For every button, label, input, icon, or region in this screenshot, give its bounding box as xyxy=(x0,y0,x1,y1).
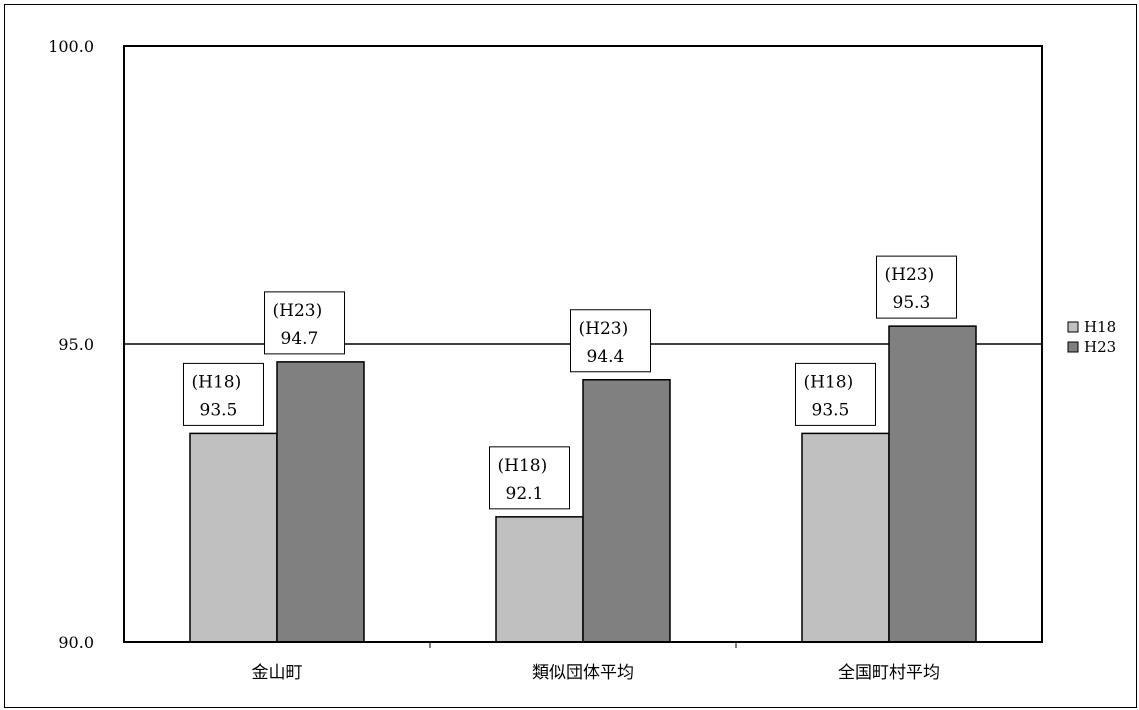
data-label-value: 94.7 xyxy=(281,329,319,349)
category-label: 全国町村平均 xyxy=(838,663,940,683)
category-label: 金山町 xyxy=(252,663,303,683)
plot-border xyxy=(123,45,1043,643)
data-label-box xyxy=(570,309,651,373)
data-label-box xyxy=(795,362,876,426)
legend-swatch-h18 xyxy=(1067,321,1079,333)
bar-h18 xyxy=(801,432,890,643)
data-label-value: 93.5 xyxy=(200,400,238,420)
data-label-tag: (H18) xyxy=(192,372,242,392)
legend-label: H23 xyxy=(1084,338,1116,356)
legend-label: H18 xyxy=(1084,318,1116,336)
y-tick-label: 90.0 xyxy=(58,633,94,652)
data-label-box xyxy=(183,362,264,426)
bar-h18 xyxy=(189,432,278,643)
data-label-tag: (H18) xyxy=(498,456,548,476)
data-label-value: 93.5 xyxy=(812,400,850,420)
bar-h23 xyxy=(276,361,365,643)
y-tick-label: 100.0 xyxy=(48,37,94,56)
bar-h23 xyxy=(888,325,977,643)
category-label: 類似団体平均 xyxy=(532,663,634,683)
data-label-value: 92.1 xyxy=(506,484,544,504)
data-label-tag: (H23) xyxy=(885,265,935,285)
data-label-box xyxy=(489,446,570,510)
legend-swatch-h23 xyxy=(1067,341,1079,353)
bar-h23 xyxy=(582,379,671,643)
data-label-tag: (H23) xyxy=(273,301,323,321)
bar-h18 xyxy=(495,516,584,643)
y-tick-label: 95.0 xyxy=(58,335,94,354)
data-label-box xyxy=(264,291,345,355)
data-label-value: 95.3 xyxy=(893,293,931,313)
data-label-tag: (H18) xyxy=(804,372,854,392)
data-label-box xyxy=(876,255,957,319)
data-label-tag: (H23) xyxy=(579,319,629,339)
data-label-value: 94.4 xyxy=(587,347,625,367)
